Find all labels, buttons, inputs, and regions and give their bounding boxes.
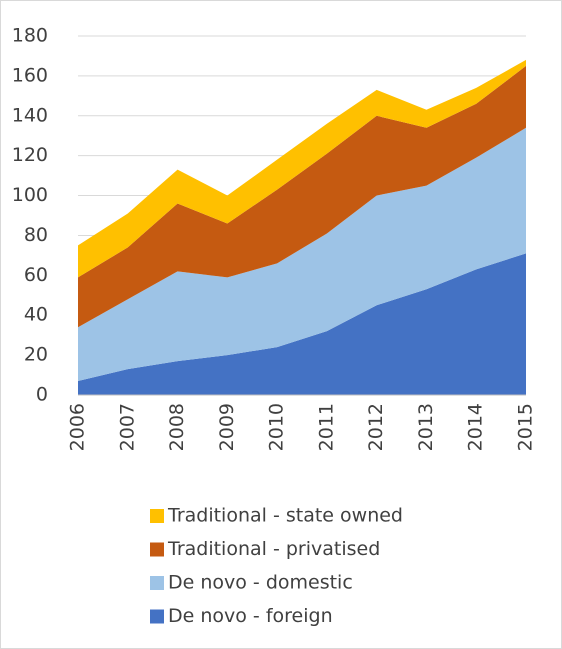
x-tick-label: 2015: [515, 403, 537, 451]
y-tick-label: 100: [12, 184, 48, 206]
x-tick-label: 2013: [415, 403, 437, 451]
y-tick-label: 40: [24, 304, 48, 326]
y-tick-label: 120: [12, 144, 48, 166]
x-tick-label: 2007: [116, 403, 138, 451]
legend-label: Traditional - privatised: [167, 538, 380, 560]
legend-label: De novo - domestic: [168, 572, 353, 594]
x-tick-label: 2014: [465, 403, 487, 451]
x-tick-label: 2012: [365, 403, 387, 451]
area: [78, 253, 526, 395]
y-tick-label: 140: [12, 104, 48, 126]
area: [78, 59, 526, 278]
x-tick-label: 2011: [315, 403, 337, 451]
legend-label: Traditional - state owned: [167, 505, 403, 527]
x-tick-label: 2010: [266, 403, 288, 451]
legend-swatch: [150, 509, 164, 523]
area: [78, 127, 526, 382]
x-tick-label: 2006: [67, 403, 89, 451]
y-tick-label: 0: [36, 384, 48, 406]
area: [78, 65, 526, 328]
y-tick-label: 160: [12, 64, 48, 86]
legend-swatch: [150, 576, 164, 590]
y-tick-label: 80: [24, 224, 48, 246]
y-tick-label: 180: [12, 25, 48, 47]
legend-label: De novo - foreign: [168, 605, 333, 627]
x-tick-label: 2009: [216, 403, 238, 451]
legend-swatch: [150, 609, 164, 624]
y-tick-label: 60: [24, 264, 48, 286]
y-tick-label: 20: [24, 344, 48, 366]
legend-swatch: [150, 542, 164, 557]
x-tick-label: 2008: [166, 403, 188, 451]
